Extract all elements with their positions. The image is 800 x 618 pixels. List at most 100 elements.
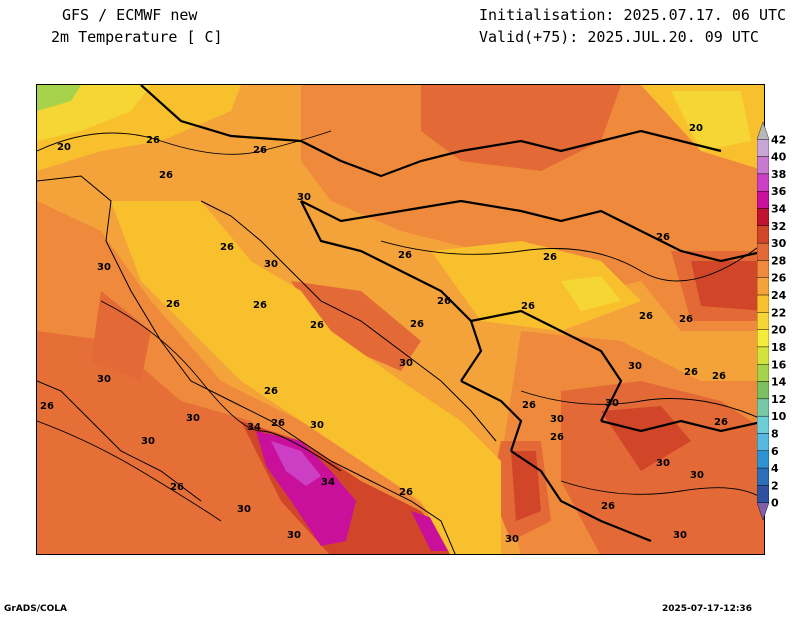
colorbar-segment	[757, 502, 769, 520]
colorbar-segment	[757, 398, 769, 417]
colorbar-segment	[757, 329, 769, 348]
colorbar-segment	[757, 242, 769, 261]
contour-label: 26	[712, 371, 726, 382]
contour-label: 26	[170, 482, 184, 493]
contour-label: 30	[673, 530, 687, 541]
contour-label: 30	[287, 530, 301, 541]
colorbar-tick-label: 10	[771, 410, 787, 423]
contour-label: 26	[253, 300, 267, 311]
contour-label: 20	[57, 142, 71, 153]
contour-label: 30	[628, 361, 642, 372]
contour-label: 30	[399, 358, 413, 369]
contour-label: 26	[550, 432, 564, 443]
colorbar-segment	[757, 381, 769, 400]
contour-label: 30	[186, 413, 200, 424]
colorbar-segment	[757, 173, 769, 192]
colorbar-tick-label: 6	[771, 445, 779, 458]
contour-label: 26	[639, 311, 653, 322]
colorbar-segment	[757, 156, 769, 175]
contour-label: 30	[505, 534, 519, 545]
colorbar-segment	[757, 346, 769, 365]
contour-label: 30	[97, 374, 111, 385]
contour-label: 30	[605, 398, 619, 409]
contour-label: 26	[437, 296, 451, 307]
colorbar-tick-label: 20	[771, 324, 787, 337]
colorbar-tick-label: 32	[771, 220, 786, 233]
contour-label: 30	[310, 420, 324, 431]
field-18	[37, 85, 81, 111]
contour-label: 34	[247, 422, 261, 433]
colorbar-segment	[757, 467, 769, 486]
contour-label: 26	[159, 170, 173, 181]
contour-label: 30	[550, 414, 564, 425]
timestamp-text: 2025-07-17-12:36	[662, 604, 752, 614]
contour-label: 26	[521, 301, 535, 312]
contour-label: 30	[97, 262, 111, 273]
colorbar-segment	[757, 277, 769, 296]
colorbar-tick-label: 12	[771, 393, 786, 406]
contour-label: 30	[297, 192, 311, 203]
colorbar-segment	[757, 364, 769, 382]
colorbar-segment	[757, 485, 769, 503]
contour-label: 26	[398, 250, 412, 261]
contour-label: 30	[690, 470, 704, 481]
credit-text: GrADS/COLA	[4, 604, 67, 614]
map-canvas: 20 26 26 26 30 26 30 26 30 26 26 26 26 26 30 26 26 20 26 26…	[37, 85, 764, 554]
colorbar-tick-label: 16	[771, 358, 787, 371]
colorbar-tick-label: 8	[771, 427, 779, 440]
valid-time: Valid(+75): 2025.JUL.20. 09 UTC	[479, 28, 759, 46]
contour-label: 26	[253, 145, 267, 156]
temperature-map: 20 26 26 26 30 26 30 26 30 26 26 26 26 26 30 26 26 20 26 26…	[36, 84, 765, 555]
colorbar-tick-label: 22	[771, 306, 786, 319]
colorbar-tick-label: 34	[771, 203, 787, 216]
colorbar-segment	[757, 433, 769, 451]
colorbar-segment	[757, 191, 769, 209]
field-title: 2m Temperature [ C]	[51, 28, 223, 46]
contour-label: 26	[679, 314, 693, 325]
initialisation-time: Initialisation: 2025.07.17. 06 UTC	[479, 6, 787, 24]
colorbar-tick-label: 4	[771, 462, 779, 475]
colorbar-tick-label: 28	[771, 254, 786, 267]
colorbar-segment	[757, 225, 769, 244]
contour-label: 30	[656, 458, 670, 469]
colorbar-tick-label: 24	[771, 289, 787, 302]
contour-label: 34	[321, 477, 335, 488]
contour-label: 26	[40, 401, 54, 412]
coastline	[37, 175, 497, 554]
colorbar	[757, 122, 769, 520]
colorbar-tick-label: 14	[771, 376, 787, 389]
contour-label: 26	[656, 232, 670, 243]
colorbar-tick-label: 26	[771, 272, 787, 285]
contour-label: 26	[714, 417, 728, 428]
colorbar-segment	[757, 139, 769, 157]
contour-label: 26	[310, 320, 324, 331]
contour-label: 26	[601, 501, 615, 512]
colorbar-tick-label: 0	[771, 497, 779, 510]
model-title: GFS / ECMWF new	[62, 6, 198, 24]
colorbar-segment	[757, 260, 769, 278]
colorbar-tick-label: 18	[771, 341, 786, 354]
colorbar-segment	[757, 122, 769, 140]
colorbar-segment	[757, 312, 769, 330]
contour-label: 26	[410, 319, 424, 330]
contour-label: 26	[220, 242, 234, 253]
contour-label: 30	[237, 504, 251, 515]
isotherm-contours	[37, 130, 764, 522]
colorbar-segment	[757, 208, 769, 227]
contour-label: 26	[166, 299, 180, 310]
contour-label: 26	[543, 252, 557, 263]
colorbar-tick-label: 36	[771, 185, 787, 198]
country-borders	[140, 85, 764, 543]
contour-label: 30	[141, 436, 155, 447]
colorbar-segment	[757, 450, 769, 469]
colorbar-tick-label: 30	[771, 237, 787, 250]
contour-label: 26	[399, 487, 413, 498]
colorbar-tick-label: 40	[771, 151, 787, 164]
contour-label: 26	[264, 386, 278, 397]
contour-label: 26	[522, 400, 536, 411]
colorbar-tick-label: 2	[771, 479, 779, 492]
colorbar-segment	[757, 294, 769, 313]
contour-label: 30	[264, 259, 278, 270]
contour-label: 20	[689, 123, 703, 134]
